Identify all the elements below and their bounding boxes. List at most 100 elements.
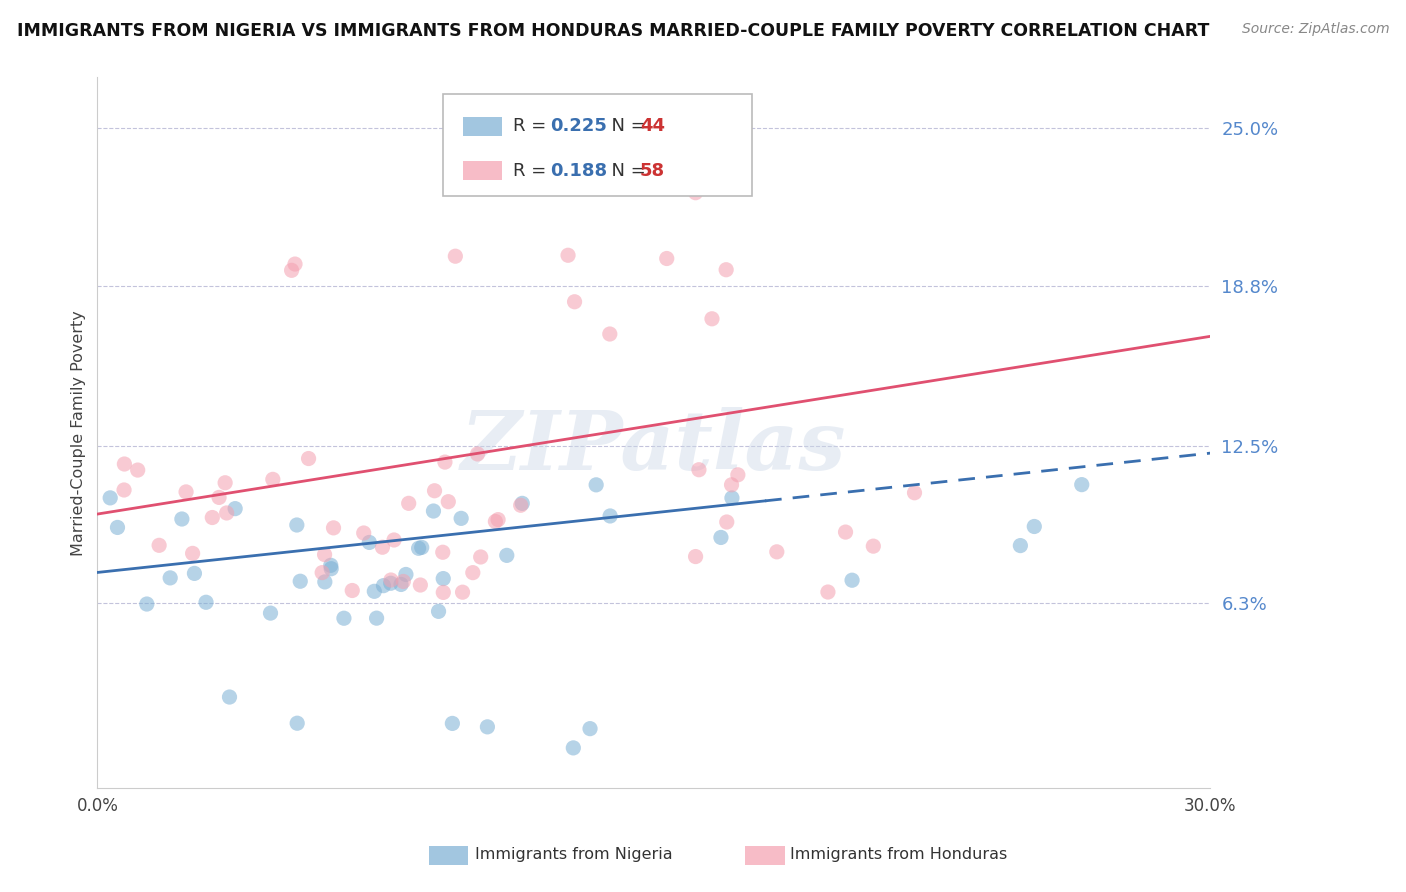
Point xyxy=(262,472,284,486)
Point xyxy=(422,504,444,518)
Point xyxy=(280,263,302,277)
Point xyxy=(373,579,395,593)
Point xyxy=(285,518,308,533)
Point xyxy=(562,740,585,755)
Point xyxy=(599,326,621,341)
Point xyxy=(510,496,533,510)
Point xyxy=(841,573,863,587)
Point xyxy=(208,491,231,505)
Text: Immigrants from Nigeria: Immigrants from Nigeria xyxy=(475,847,673,862)
Point xyxy=(363,584,385,599)
Point xyxy=(477,720,499,734)
Point xyxy=(486,513,509,527)
Point xyxy=(127,463,149,477)
Point xyxy=(714,262,737,277)
Point xyxy=(159,571,181,585)
Point xyxy=(1070,477,1092,491)
Point xyxy=(382,533,405,547)
Point xyxy=(359,535,381,549)
Point xyxy=(461,566,484,580)
Point xyxy=(214,475,236,490)
Text: Source: ZipAtlas.com: Source: ZipAtlas.com xyxy=(1241,22,1389,37)
Text: 0.188: 0.188 xyxy=(550,161,607,179)
Point xyxy=(321,562,343,576)
Point xyxy=(427,604,450,618)
Point xyxy=(285,716,308,731)
Text: R =: R = xyxy=(513,118,553,136)
Point xyxy=(366,611,388,625)
Point xyxy=(721,491,744,505)
Point xyxy=(423,483,446,498)
Point xyxy=(432,572,454,586)
Point xyxy=(333,611,356,625)
Point xyxy=(1024,519,1046,533)
Point xyxy=(567,137,589,152)
Point xyxy=(685,549,707,564)
Point xyxy=(398,496,420,510)
Point xyxy=(720,478,742,492)
Point xyxy=(174,484,197,499)
Text: 0.225: 0.225 xyxy=(550,118,606,136)
Point xyxy=(579,722,602,736)
Point xyxy=(259,606,281,620)
Point xyxy=(380,573,402,587)
Point xyxy=(395,567,418,582)
Point xyxy=(817,585,839,599)
Point xyxy=(290,574,312,589)
Point xyxy=(557,248,579,262)
Point xyxy=(688,463,710,477)
Point xyxy=(470,549,492,564)
Point xyxy=(727,467,749,482)
Point xyxy=(467,447,489,461)
Point xyxy=(716,515,738,529)
Point xyxy=(353,526,375,541)
Point xyxy=(148,538,170,552)
Point xyxy=(495,549,517,563)
Text: N =: N = xyxy=(600,161,652,179)
Point xyxy=(441,716,464,731)
Point xyxy=(195,595,218,609)
Text: R =: R = xyxy=(513,161,553,179)
Point xyxy=(409,578,432,592)
Text: ZIPatlas: ZIPatlas xyxy=(461,407,846,487)
Point xyxy=(655,252,678,266)
Point xyxy=(342,583,364,598)
Point xyxy=(834,524,856,539)
Point xyxy=(218,690,240,704)
Point xyxy=(599,508,621,523)
Point xyxy=(319,558,342,573)
Text: Immigrants from Honduras: Immigrants from Honduras xyxy=(790,847,1008,862)
Point xyxy=(224,501,246,516)
Point xyxy=(215,506,238,520)
Point xyxy=(903,485,925,500)
Point xyxy=(380,576,402,591)
Text: IMMIGRANTS FROM NIGERIA VS IMMIGRANTS FROM HONDURAS MARRIED-COUPLE FAMILY POVERT: IMMIGRANTS FROM NIGERIA VS IMMIGRANTS FR… xyxy=(17,22,1209,40)
Point xyxy=(564,294,586,309)
Point xyxy=(392,574,415,589)
Y-axis label: Married-Couple Family Poverty: Married-Couple Family Poverty xyxy=(72,310,86,556)
Point xyxy=(689,169,711,184)
Point xyxy=(700,311,723,326)
Point xyxy=(322,521,344,535)
Point xyxy=(107,520,129,534)
Point xyxy=(432,585,454,599)
Point xyxy=(284,257,307,271)
Point xyxy=(685,186,707,200)
Point xyxy=(450,511,472,525)
Point xyxy=(371,540,394,554)
Point xyxy=(181,546,204,560)
Point xyxy=(98,491,121,505)
Point xyxy=(389,577,412,591)
Point xyxy=(444,249,467,263)
Point xyxy=(437,494,460,508)
Point xyxy=(433,455,456,469)
Point xyxy=(201,510,224,524)
Point xyxy=(585,478,607,492)
Point xyxy=(183,566,205,581)
Text: 58: 58 xyxy=(640,161,665,179)
Point xyxy=(112,483,135,497)
Point xyxy=(135,597,157,611)
Point xyxy=(112,457,135,471)
Point xyxy=(314,574,336,589)
Point xyxy=(765,545,787,559)
